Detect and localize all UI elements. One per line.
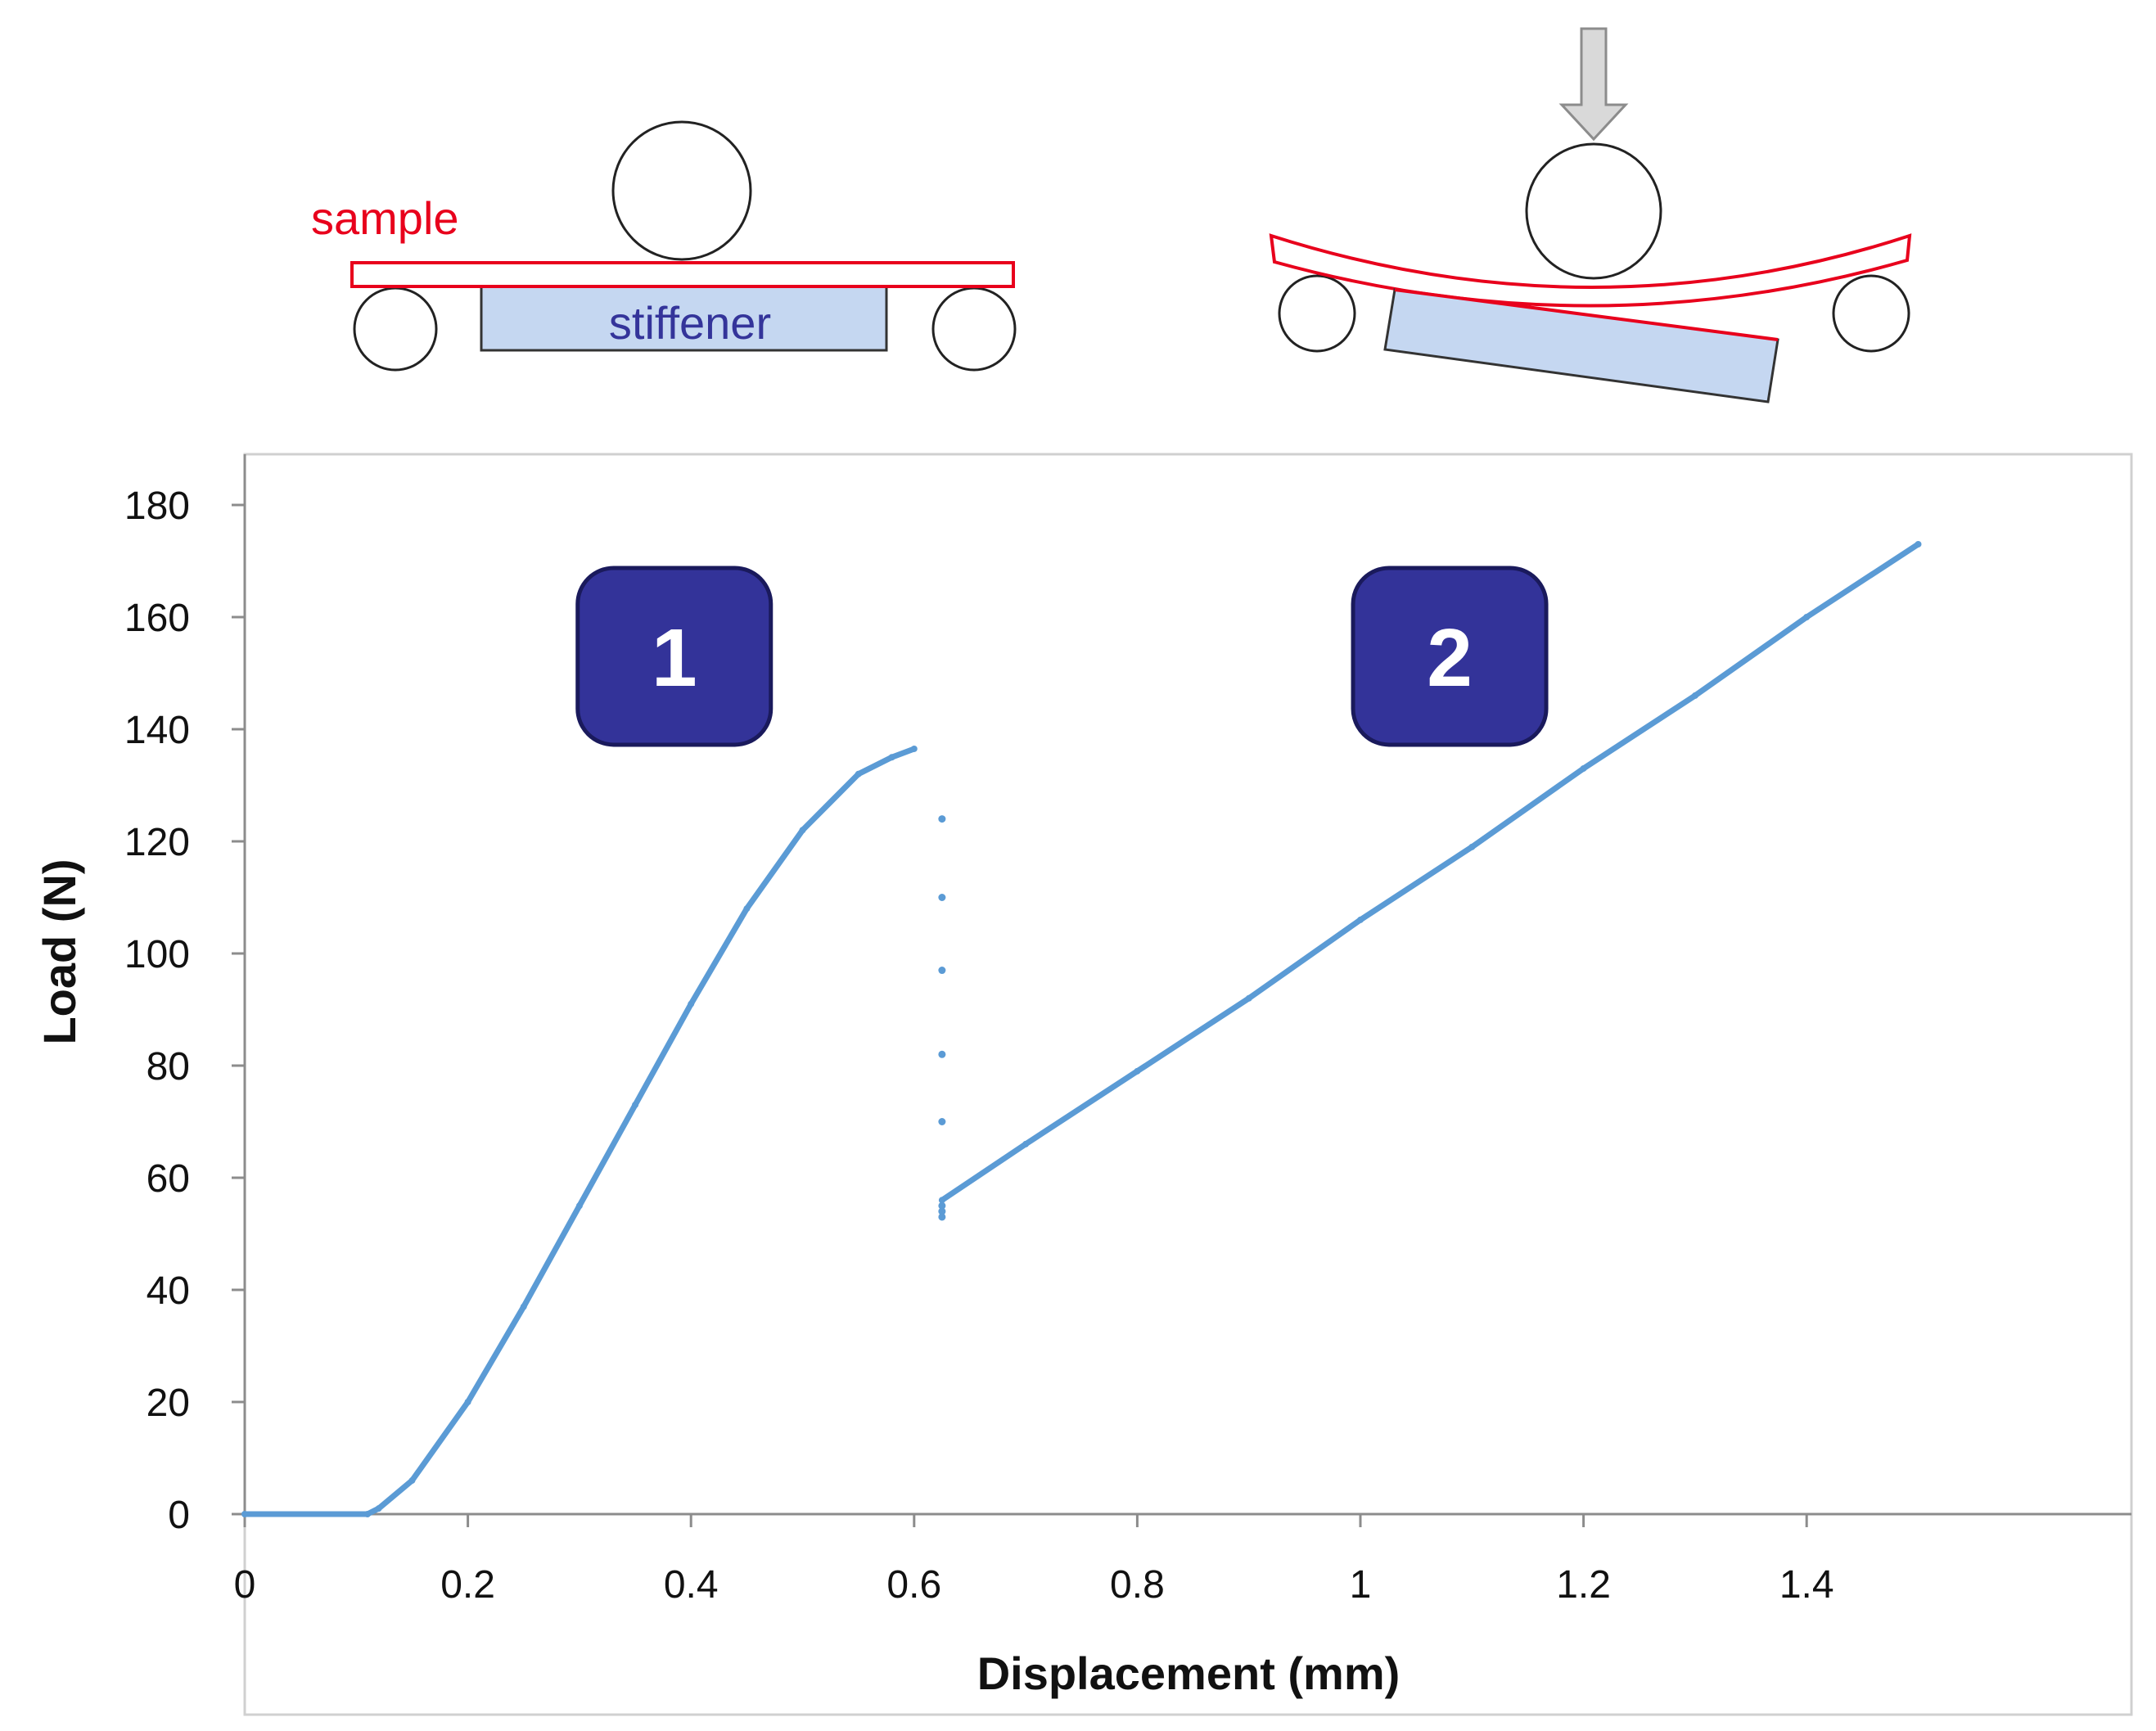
y-tick-label: 120 bbox=[124, 821, 190, 864]
drop-point bbox=[938, 1207, 946, 1215]
right-support-roller bbox=[1832, 274, 1910, 353]
badge-label: 1 bbox=[652, 612, 697, 704]
y-tick-label: 80 bbox=[147, 1045, 190, 1089]
series-2-point bbox=[1468, 843, 1476, 850]
x-tick-label: 0.8 bbox=[1110, 1563, 1165, 1607]
y-tick-label: 100 bbox=[124, 933, 190, 976]
badge-box bbox=[1351, 566, 1549, 747]
drop-point bbox=[938, 967, 946, 975]
stiffener-top-edge bbox=[1394, 288, 1779, 341]
badge-2: 2 bbox=[1351, 566, 1549, 747]
y-tick-label: 20 bbox=[147, 1382, 190, 1425]
left-support-roller bbox=[353, 286, 438, 372]
drop-point bbox=[938, 1213, 946, 1221]
loading-roller bbox=[611, 120, 752, 261]
y-tick-label: 0 bbox=[168, 1494, 190, 1537]
schematic-unloaded: sample stiffener bbox=[311, 120, 1017, 372]
series-1-point bbox=[363, 1511, 371, 1517]
y-ticks: 0 20 40 60 80 100 120 140 160 180 bbox=[124, 485, 245, 1537]
x-tick-label: 0.2 bbox=[440, 1563, 495, 1607]
x-tick-label: 0.4 bbox=[664, 1563, 719, 1607]
stiffener-label: stiffener bbox=[609, 297, 771, 349]
series-2-point bbox=[1691, 692, 1698, 699]
series-1-point bbox=[408, 1476, 416, 1484]
drop-point bbox=[938, 894, 946, 901]
drop-point bbox=[938, 1050, 946, 1058]
drop-point bbox=[938, 1201, 946, 1210]
series-2-point bbox=[1803, 614, 1811, 620]
series-2-point bbox=[1915, 540, 1922, 548]
series-2-trace bbox=[939, 541, 1921, 1203]
y-tick-label: 160 bbox=[124, 597, 190, 640]
series-1-point bbox=[575, 1202, 583, 1210]
stiffener-block bbox=[480, 285, 888, 352]
drop-point bbox=[938, 1118, 946, 1125]
badge-label: 2 bbox=[1427, 612, 1473, 704]
y-tick-label: 60 bbox=[147, 1157, 190, 1201]
series-1-point bbox=[632, 1101, 639, 1108]
series-2-point bbox=[1580, 764, 1587, 772]
series-2-point bbox=[1245, 994, 1252, 1002]
badge-box bbox=[575, 566, 774, 747]
series-group bbox=[241, 540, 1922, 1517]
series-1-point bbox=[799, 827, 806, 834]
y-tick-label: 180 bbox=[124, 485, 190, 528]
drop-point bbox=[938, 815, 946, 823]
series-2-point bbox=[938, 1197, 945, 1204]
x-tick-label: 1.4 bbox=[1779, 1563, 1834, 1607]
y-tick-label: 140 bbox=[124, 709, 190, 752]
x-tick-label: 0 bbox=[234, 1563, 256, 1607]
left-support-roller bbox=[1278, 274, 1356, 353]
x-tick-label: 1.2 bbox=[1556, 1563, 1611, 1607]
series-1-point bbox=[241, 1511, 248, 1517]
loading-roller bbox=[1525, 142, 1662, 280]
x-tick-label: 1 bbox=[1350, 1563, 1372, 1607]
series-1-point bbox=[688, 1000, 695, 1007]
series-1-point bbox=[520, 1303, 527, 1310]
schematic-loaded bbox=[1269, 27, 1912, 403]
chart-frame bbox=[243, 453, 2133, 1716]
series-2-point bbox=[1134, 1067, 1141, 1075]
series-1-point bbox=[910, 745, 918, 752]
sample-bar bbox=[350, 261, 1015, 288]
series-1-point bbox=[743, 905, 751, 913]
series-1-point bbox=[375, 1505, 382, 1512]
load-arrow bbox=[1558, 27, 1629, 142]
series-2-point bbox=[1022, 1140, 1030, 1147]
right-support-roller bbox=[931, 286, 1017, 372]
y-axis-title: Load (N) bbox=[34, 859, 85, 1044]
sample-label: sample bbox=[311, 192, 459, 244]
series-1-point bbox=[888, 754, 895, 761]
badge-1: 1 bbox=[575, 566, 774, 747]
series-2-point bbox=[1357, 916, 1364, 923]
series-1-point bbox=[855, 770, 862, 778]
series-1-point bbox=[464, 1399, 471, 1405]
y-tick-label: 40 bbox=[147, 1269, 190, 1313]
x-tick-label: 0.6 bbox=[886, 1563, 941, 1607]
x-ticks: 0 0.2 0.4 0.6 0.8 1 1.2 1.4 bbox=[234, 1514, 1834, 1607]
series-1-trace bbox=[241, 746, 918, 1517]
x-axis-title: Displacement (mm) bbox=[977, 1648, 1400, 1699]
axes bbox=[243, 454, 2131, 1516]
